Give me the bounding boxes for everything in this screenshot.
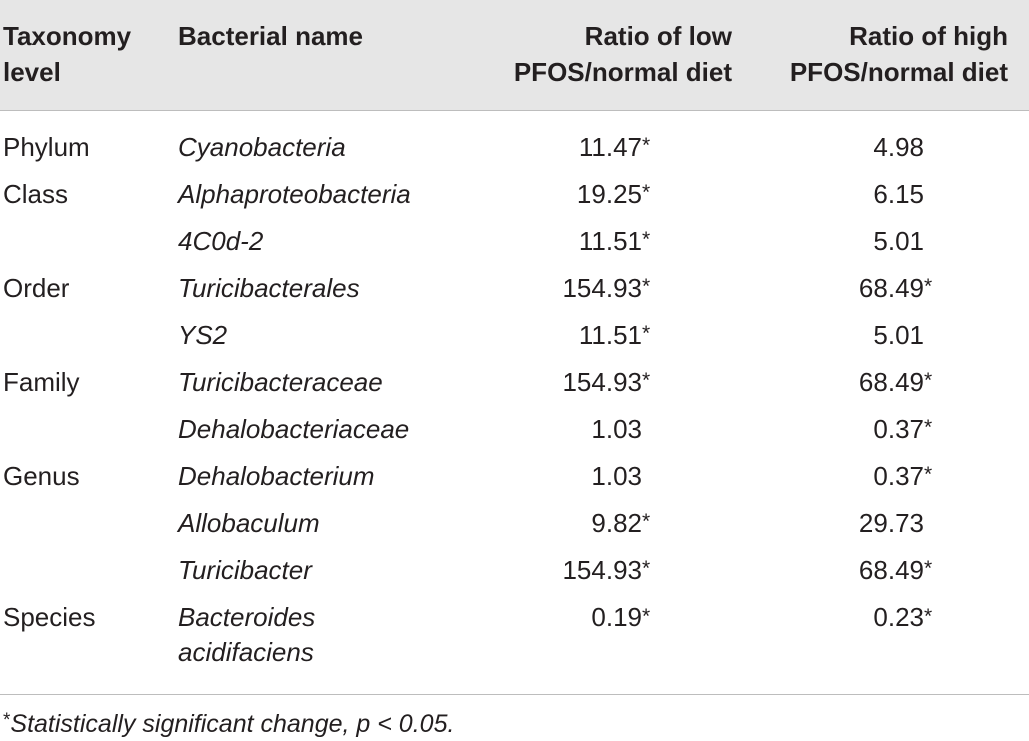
table-row: YS2 11.51 * 5.01 bbox=[0, 312, 1029, 359]
footer-divider bbox=[0, 694, 1029, 695]
significance-marker-low: * bbox=[642, 322, 651, 345]
header-taxonomy-level: Taxonomy level bbox=[3, 18, 131, 90]
ratio-high-cell: 29.73 bbox=[858, 508, 924, 538]
significance-marker-low: * bbox=[642, 275, 651, 298]
ratio-low-cell: 9.82 bbox=[591, 508, 642, 538]
significance-marker-low: * bbox=[642, 557, 651, 580]
ratio-high-cell: 68.49 bbox=[858, 367, 924, 397]
header-name-text: Bacterial name bbox=[178, 21, 363, 51]
table-row: Turicibacter 154.93 * 68.49 * bbox=[0, 547, 1029, 594]
ratio-low-cell: 154.93 bbox=[562, 367, 642, 397]
significance-marker-high: * bbox=[924, 605, 933, 628]
header-bacterial-name: Bacterial name bbox=[178, 18, 363, 54]
footnote-text: Statistically significant change, p < 0.… bbox=[10, 710, 455, 738]
header-low-line1: Ratio of low bbox=[584, 21, 732, 51]
taxonomy-level-cell: Order bbox=[3, 273, 70, 303]
significance-marker-low: * bbox=[642, 369, 651, 392]
ratio-high-cell: 4.98 bbox=[873, 132, 924, 162]
taxonomy-level-cell: Species bbox=[3, 602, 96, 632]
significance-marker-high: * bbox=[924, 557, 933, 580]
footnote-symbol: * bbox=[3, 710, 11, 731]
header-taxonomy-line2: level bbox=[3, 57, 61, 87]
ratio-low-cell: 154.93 bbox=[562, 555, 642, 585]
ratio-high-cell: 6.15 bbox=[873, 179, 924, 209]
significance-marker-high: * bbox=[924, 369, 933, 392]
significance-marker-low: * bbox=[642, 134, 651, 157]
bacterial-name-cell: Dehalobacteriaceae bbox=[178, 414, 410, 444]
significance-marker-high: * bbox=[924, 416, 933, 439]
bacterial-name-cell: 4C0d-2 bbox=[178, 226, 264, 256]
header-high-line1: Ratio of high bbox=[849, 21, 1008, 51]
bacterial-name-cell: YS2 bbox=[178, 320, 228, 350]
header-high-line2: PFOS/normal diet bbox=[789, 57, 1008, 87]
ratio-high-cell: 0.37 bbox=[873, 461, 924, 491]
bacterial-name-cell: Turicibacteraceae bbox=[178, 367, 383, 397]
taxonomy-level-cell: Phylum bbox=[3, 132, 90, 162]
bacterial-name-cell: Turicibacterales bbox=[178, 273, 360, 303]
bacterial-name-cell: Cyanobacteria bbox=[178, 132, 346, 162]
significance-marker-high: * bbox=[924, 463, 933, 486]
header-taxonomy-line1: Taxonomy bbox=[3, 21, 132, 51]
ratio-high-cell: 0.37 bbox=[873, 414, 924, 444]
table-row: Genus Dehalobacterium 1.03 0.37 * bbox=[0, 453, 1029, 500]
header-ratio-high: Ratio of high PFOS/normal diet bbox=[755, 18, 1008, 90]
header-divider bbox=[0, 110, 1029, 111]
table-row: Order Turicibacterales 154.93 * 68.49 * bbox=[0, 265, 1029, 312]
header-ratio-low: Ratio of low PFOS/normal diet bbox=[0, 18, 732, 90]
bacterial-name-cell: Turicibacter bbox=[178, 555, 312, 585]
ratio-low-cell: 11.47 bbox=[578, 132, 642, 162]
ratio-low-cell: 1.03 bbox=[591, 461, 642, 491]
ratio-low-cell: 19.25 bbox=[576, 179, 642, 209]
ratio-high-cell: 0.23 bbox=[873, 602, 924, 632]
taxonomy-level-cell: Genus bbox=[3, 461, 80, 491]
significance-marker-low: * bbox=[642, 228, 651, 251]
ratio-high-cell: 5.01 bbox=[873, 226, 924, 256]
table-body: Phylum Cyanobacteria 11.47 * 4.98 Class … bbox=[0, 124, 1029, 674]
ratio-low-cell: 154.93 bbox=[562, 273, 642, 303]
bacterial-name-cell: Allobaculum bbox=[178, 508, 320, 538]
ratio-low-cell: 1.03 bbox=[591, 414, 642, 444]
header-low-line2: PFOS/normal diet bbox=[513, 57, 732, 87]
bacterial-name-cell: Alphaproteobacteria bbox=[178, 179, 411, 209]
bacterial-name-cell: Bacteroides acidifaciens bbox=[178, 602, 316, 667]
table-row: Allobaculum 9.82 * 29.73 bbox=[0, 500, 1029, 547]
table-row: Phylum Cyanobacteria 11.47 * 4.98 bbox=[0, 124, 1029, 171]
significance-marker-low: * bbox=[642, 510, 651, 533]
table-footnote: *Statistically significant change, p < 0… bbox=[3, 704, 454, 741]
table-row: Dehalobacteriaceae 1.03 0.37 * bbox=[0, 406, 1029, 453]
table-row: 4C0d-2 11.51 * 5.01 bbox=[0, 218, 1029, 265]
table-header: Taxonomy level Bacterial name Ratio of l… bbox=[0, 0, 1029, 110]
significance-marker-high: * bbox=[924, 275, 933, 298]
table-row: Species Bacteroides acidifaciens 0.19 * … bbox=[0, 594, 1029, 674]
taxonomy-level-cell: Class bbox=[3, 179, 69, 209]
significance-marker-low: * bbox=[642, 181, 651, 204]
bacterial-name-cell: Dehalobacterium bbox=[178, 461, 375, 491]
ratio-high-cell: 68.49 bbox=[858, 273, 924, 303]
ratio-low-cell: 11.51 bbox=[578, 320, 642, 350]
table-row: Class Alphaproteobacteria 19.25 * 6.15 bbox=[0, 171, 1029, 218]
ratio-high-cell: 68.49 bbox=[858, 555, 924, 585]
ratio-low-cell: 11.51 bbox=[578, 226, 642, 256]
ratio-high-cell: 5.01 bbox=[873, 320, 924, 350]
ratio-low-cell: 0.19 bbox=[591, 602, 642, 632]
table-row: Family Turicibacteraceae 154.93 * 68.49 … bbox=[0, 359, 1029, 406]
significance-marker-low: * bbox=[642, 605, 651, 628]
taxonomy-level-cell: Family bbox=[3, 367, 80, 397]
